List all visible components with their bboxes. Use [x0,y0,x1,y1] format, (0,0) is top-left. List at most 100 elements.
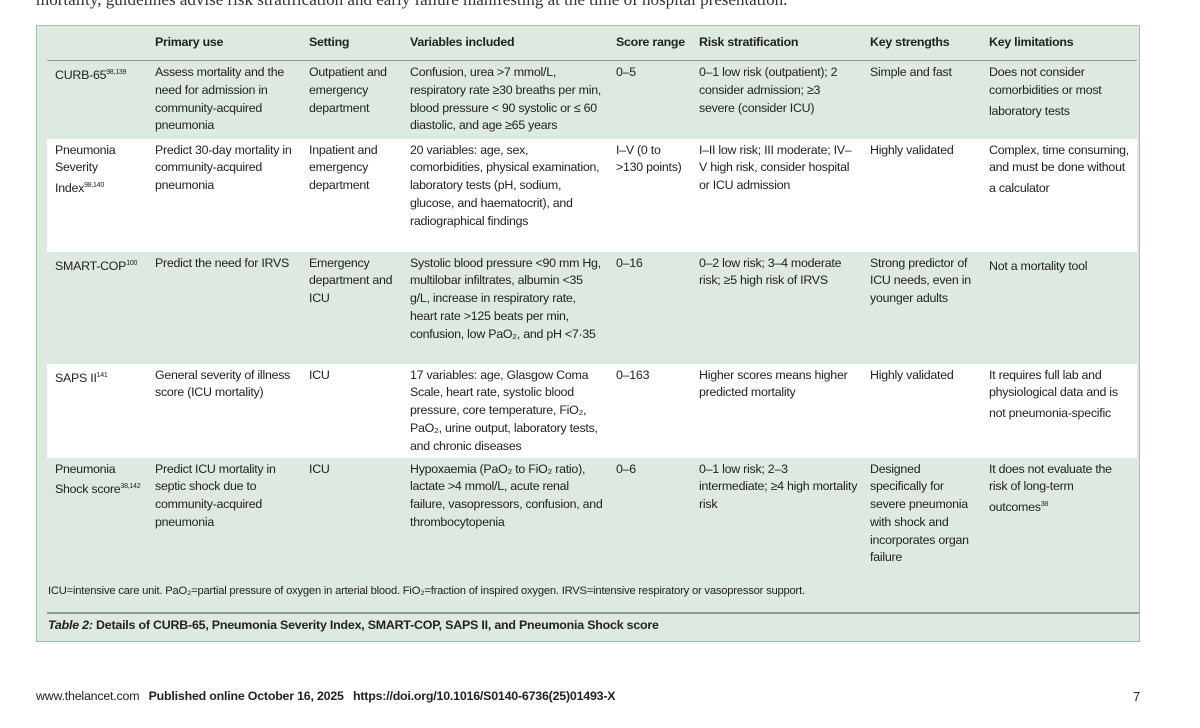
cell-text: Outpatient and emergency department [309,65,387,115]
cell-limitations: Not a mortality tool [981,252,1137,364]
cell-text: Higher scores means higher predicted mor… [699,367,848,400]
cell-text: 0–2 low risk; 3–4 moderate risk; ≥5 high… [699,255,842,288]
cell-primary-use: Assess mortality and the need for admiss… [147,61,301,139]
cell-text: It does not evaluate the risk of long-te… [989,461,1112,515]
header-cell [47,26,147,61]
cell-text: Hypoxaemia (PaO₂ to FiO₂ ratio), lactate… [410,461,603,529]
cell-strengths: Strong predictor of ICU needs, even in y… [862,252,981,364]
score-name-text: Pneumonia Shock score [55,461,121,497]
cell-setting: Outpatient and emergency department [301,61,402,139]
caption-text: Details of CURB-65, Pneumonia Severity I… [92,618,659,632]
score-name: Pneumonia Shock score38,142 [47,458,147,571]
table-row: SAPS II141 General severity of illness sc… [47,363,1137,458]
cell-setting: Emergency department and ICU [301,252,402,364]
cell-risk: I–II low risk; III moderate; IV–V high r… [691,138,862,252]
cell-score-range: 0–6 [608,458,691,571]
cell-text: Emergency department and ICU [309,255,393,306]
cell-variables: Confusion, urea >7 mmol/L, respiratory r… [402,61,608,139]
cell-score-range: 0–16 [608,252,691,364]
cell-text: Systolic blood pressure <90 mm Hg, multi… [410,255,601,341]
header-variables: Variables included [402,26,608,61]
cell-text: Inpatient and emergency department [309,142,378,193]
reference: 141 [96,371,108,379]
cell-risk: Higher scores means higher predicted mor… [691,363,862,458]
cell-variables: Systolic blood pressure <90 mm Hg, multi… [402,252,608,364]
cell-text: Not a mortality tool [989,258,1088,273]
cell-text: Simple and fast [870,65,952,79]
cell-text: 20 variables: age, sex, comorbidities, p… [410,142,600,228]
cell-text: Complex, time consuming, and must be don… [989,142,1129,196]
cell-text: 0–1 low risk; 2–3 intermediate; ≥4 high … [699,461,858,512]
cell-limitations: Does not consider comorbidities or most … [981,61,1137,139]
cell-limitations: It requires full lab and physiological d… [981,363,1137,458]
cell-primary-use: General severity of illness score (ICU m… [147,363,301,458]
cell-risk: 0–1 low risk (outpatient); 2 consider ad… [691,61,862,139]
score-name-text: Pneumonia Severity Index [55,142,116,196]
cell-risk: 0–1 low risk; 2–3 intermediate; ≥4 high … [691,458,862,571]
reference: 98,139 [106,69,127,76]
cell-setting: Inpatient and emergency department [301,138,402,252]
cell-variables: 17 variables: age, Glasgow Coma Scale, h… [402,363,608,458]
cell-limitations: It does not evaluate the risk of long-te… [981,458,1137,571]
score-name-text: SAPS II [55,370,97,385]
reference: 38,142 [120,483,141,491]
cell-text: Designed specifically for severe pneumon… [870,461,969,565]
cell-setting: ICU [301,363,402,458]
site-link[interactable]: www.thelancet.com [36,689,140,703]
score-name: CURB-6598,139 [47,61,147,139]
header-score-range: Score range [608,26,691,61]
cell-text: Highly validated [870,367,954,382]
reference: 100 [126,259,138,267]
table-row: CURB-6598,139 Assess mortality and the ne… [47,61,1137,139]
cell-text: Predict 30-day mortality in community-ac… [155,142,292,193]
reference: 38 [1040,501,1049,509]
cell-text: ICU [309,461,330,476]
cell-text: I–II low risk; III moderate; IV–V high r… [699,142,852,193]
cell-setting: ICU [301,458,402,571]
header-setting: Setting [301,26,402,61]
score-name-text: CURB-65 [55,68,107,83]
cell-strengths: Designed specifically for severe pneumon… [862,458,981,571]
cell-text: 0–163 [616,367,650,382]
cell-strengths: Simple and fast [862,61,981,139]
cell-score-range: 0–163 [608,363,691,458]
cell-score-range: 0–5 [608,61,691,139]
table-caption: Table 2: Details of CURB-65, Pneumonia S… [48,618,659,632]
cell-text: Assess mortality and the need for admiss… [155,65,284,133]
table-row: Pneumonia Severity Index98,140 Predict 30… [47,138,1137,252]
doi-link[interactable]: https://doi.org/10.1016/S0140-6736(25)01… [353,689,616,703]
cell-text: Predict the need for IRVS [155,255,290,270]
score-name: SMART-COP100 [47,252,147,364]
cell-primary-use: Predict ICU mortality in septic shock du… [147,458,301,571]
cell-text: Highly validated [870,142,954,157]
reference: 98,140 [84,182,104,190]
table-row: Pneumonia Shock score38,142 Predict ICU m… [47,458,1137,571]
cell-variables: 20 variables: age, sex, comorbidities, p… [402,138,608,252]
table-footnote: ICU=intensive care unit. PaO₂=partial pr… [48,585,805,597]
cell-primary-use: Predict the need for IRVS [147,252,301,364]
cell-strengths: Highly validated [862,363,981,458]
cell-text: Confusion, urea >7 mmol/L, respiratory r… [410,65,602,133]
header-primary-use: Primary use [147,26,301,61]
cell-text: Does not consider comorbidities or most … [989,65,1102,118]
score-name-text: SMART-COP [55,258,127,273]
score-comparison-table: Primary use Setting Variables included S… [47,26,1137,571]
cell-text: ICU [309,367,330,382]
cell-limitations: Complex, time consuming, and must be don… [981,138,1137,252]
cell-text: Predict ICU mortality in septic shock du… [155,461,276,529]
page-number: 7 [1133,689,1141,704]
score-name: SAPS II141 [47,363,147,458]
divider [47,612,1139,614]
cell-variables: Hypoxaemia (PaO₂ to FiO₂ ratio), lactate… [402,458,608,571]
cell-score-range: I–V (0 to >130 points) [608,138,691,252]
cell-text: I–V (0 to >130 points) [616,142,682,175]
cell-strengths: Highly validated [862,138,981,252]
cell-text: Strong predictor of ICU needs, even in y… [870,255,971,306]
header-risk: Risk stratification [691,26,862,61]
score-name: Pneumonia Severity Index98,140 [47,138,147,252]
cell-text: 0–5 [616,65,636,79]
header-limitations: Key limitations [981,26,1137,61]
cell-text: It requires full lab and physiological d… [989,367,1118,421]
page-footer: www.thelancet.com Published online Octob… [36,689,616,703]
header-strengths: Key strengths [862,26,981,61]
